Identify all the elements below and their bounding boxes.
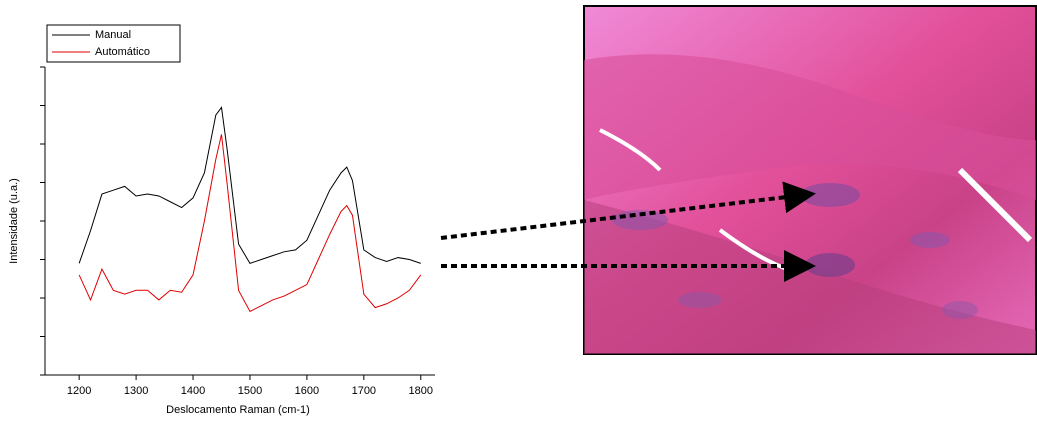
arrows	[440, 181, 816, 282]
legend-label: Manual	[95, 29, 131, 41]
legend	[46, 24, 181, 63]
series-line	[78, 134, 422, 313]
histology-image	[583, 5, 1037, 355]
y-axis-label: Intensidade (u.a.)	[8, 178, 20, 264]
x-tick-label: 1300	[124, 385, 148, 397]
x-tick-label: 1700	[352, 385, 376, 397]
x-axis-label: Deslocamento Raman (cm-1)	[166, 404, 310, 416]
x-tick-label: 1600	[295, 385, 319, 397]
x-tick-label: 1200	[67, 385, 91, 397]
x-tick-label: 1500	[238, 385, 262, 397]
series-line	[78, 106, 421, 264]
x-tick-label: 1800	[409, 385, 433, 397]
x-tick-label: 1400	[181, 385, 205, 397]
legend-label: Automático	[95, 46, 150, 58]
